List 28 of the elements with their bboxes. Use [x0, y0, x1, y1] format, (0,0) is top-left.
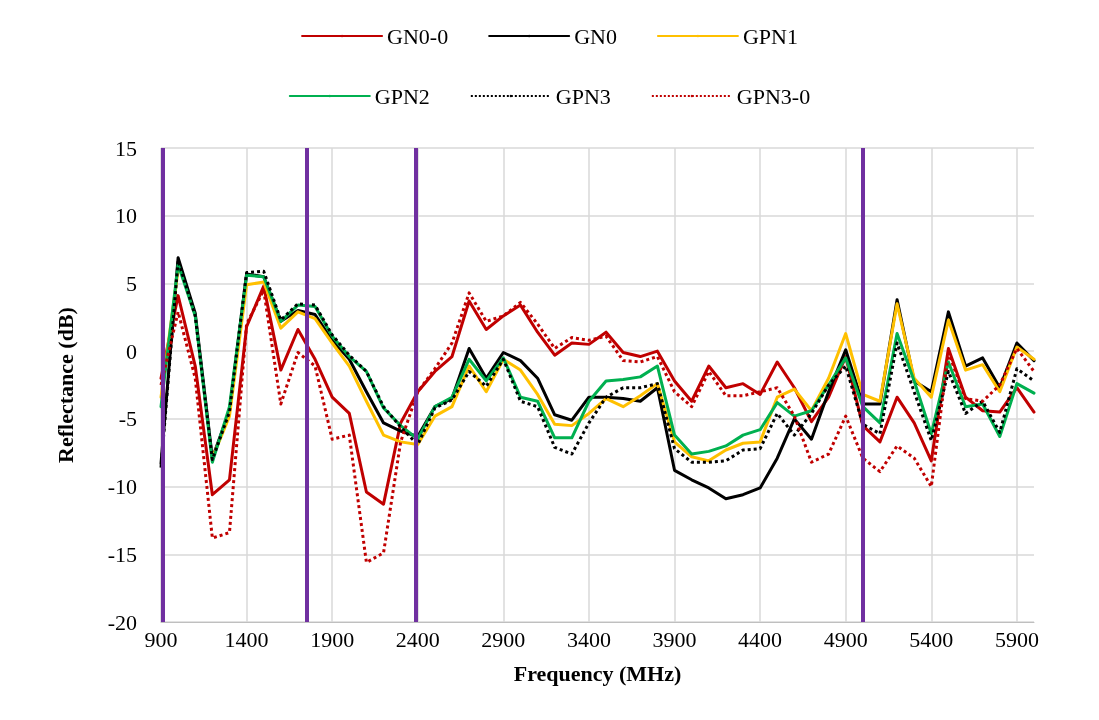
- x-tick-label: 3900: [652, 626, 697, 652]
- x-tick-label: 2900: [481, 626, 526, 652]
- legend-label: GPN3-0: [736, 83, 811, 109]
- legend-label: GN0-0: [387, 23, 449, 49]
- y-tick-label: -15: [107, 541, 137, 567]
- y-tick-label: 5: [126, 270, 137, 296]
- y-axis-title: Reflectance (dB): [52, 307, 78, 463]
- legend-label: GN0: [574, 23, 617, 49]
- y-tick-label: 0: [126, 338, 137, 364]
- x-tick-label: 4400: [738, 626, 783, 652]
- legend-label: GPN2: [374, 83, 430, 109]
- x-tick-label: 2400: [395, 626, 440, 652]
- y-tick-label: -20: [107, 609, 137, 635]
- y-tick-label: -10: [107, 474, 137, 500]
- x-tick-label: 4900: [823, 626, 868, 652]
- x-tick-label: 1900: [310, 626, 355, 652]
- y-tick-label: -5: [118, 406, 137, 432]
- legend-label: GPN1: [742, 23, 798, 49]
- x-tick-label: 3400: [566, 626, 611, 652]
- legend-label: GPN3: [555, 83, 611, 109]
- x-tick-label: 900: [144, 626, 178, 652]
- x-axis-title: Frequency (MHz): [513, 660, 682, 686]
- y-tick-label: 10: [115, 203, 137, 229]
- x-tick-label: 5900: [994, 626, 1039, 652]
- x-tick-label: 5400: [909, 626, 954, 652]
- x-tick-label: 1400: [224, 626, 269, 652]
- y-tick-label: 15: [115, 135, 137, 161]
- line-series: [159, 288, 1036, 564]
